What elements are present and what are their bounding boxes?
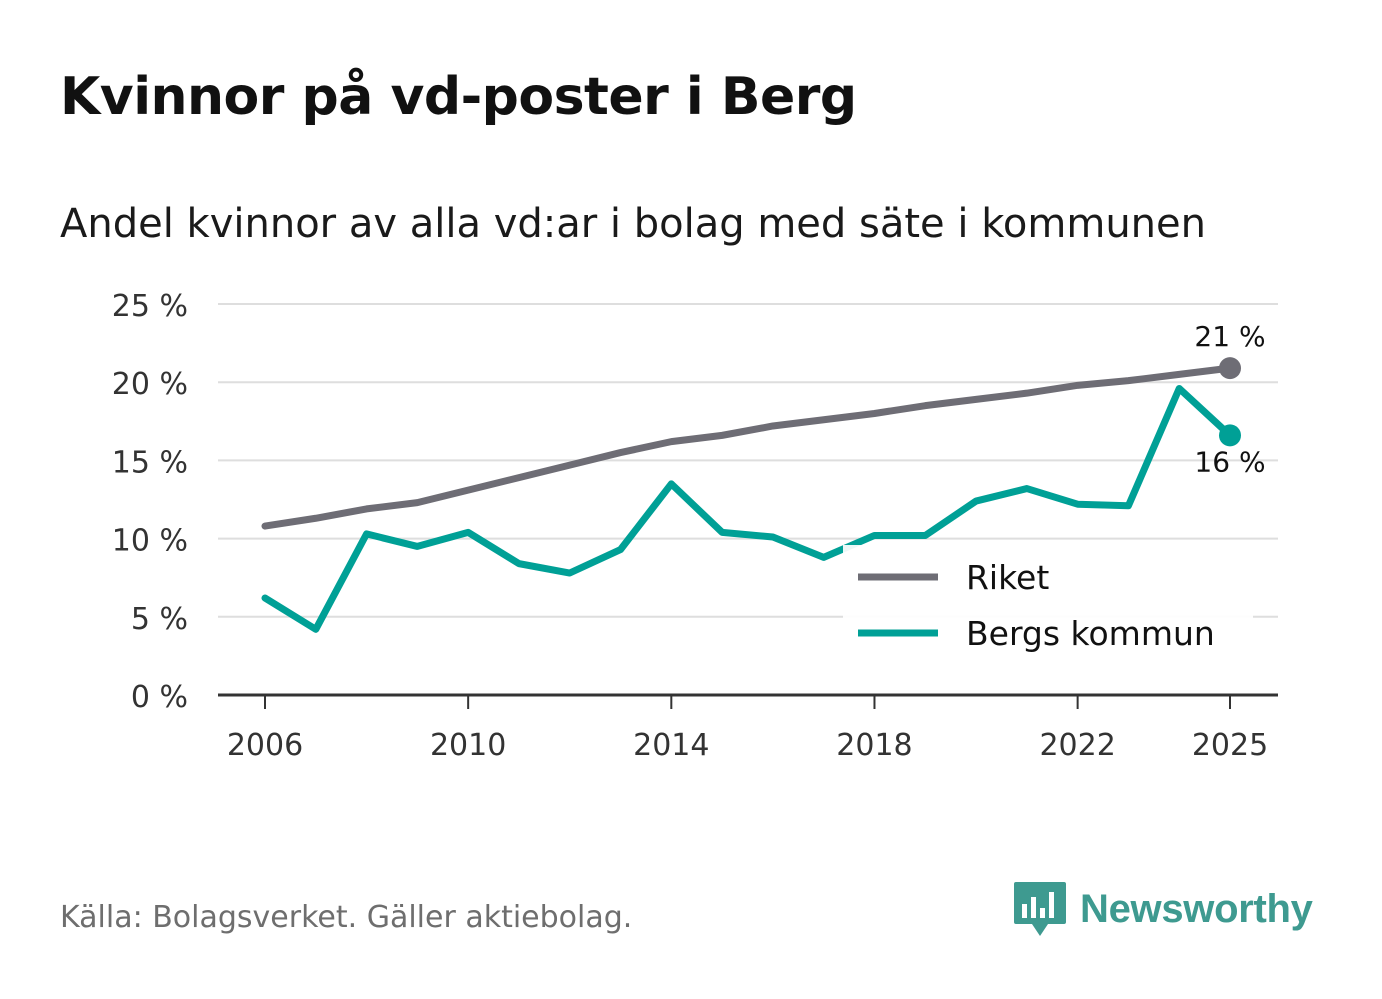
y-tick-label: 25 % [112,289,188,324]
y-tick-label: 5 % [131,602,188,637]
series-endpoints: 21 % 16 % [1194,320,1265,478]
legend-label: Riket [966,558,1049,597]
source-note: Källa: Bolagsverket. Gäller aktiebolag. [60,900,633,935]
series-endpoint-marker [1219,357,1241,380]
x-tick-label: 2014 [633,728,709,763]
x-tick-label: 2018 [836,728,912,763]
legend-background [843,545,1253,663]
series-line-bergs-kommun [261,384,1234,633]
brand-name: Newsworthy [1080,886,1313,931]
legend: Riket Bergs kommun [843,545,1253,663]
chart-subtitle: Andel kvinnor av alla vd:ar i bolag med … [60,201,1206,247]
y-tick-label: 20 % [112,367,188,402]
x-tick-label: 2025 [1192,728,1268,763]
y-tick-label: 0 % [131,680,188,715]
series-lines [261,364,1234,633]
series-end-label: 16 % [1194,445,1265,478]
legend-label: Bergs kommun [966,614,1215,653]
newsworthy-logo-icon [1014,882,1066,936]
x-tick-label: 2010 [430,728,506,763]
y-axis-tick-labels: 0 % 5 % 10 % 15 % 20 % 25 % [112,289,188,715]
newsworthy-brand: Newsworthy [1012,880,1313,938]
x-axis-ticks: 2006 2010 2014 2018 2022 2025 [227,695,1268,763]
y-tick-label: 10 % [112,524,188,559]
x-tick-label: 2006 [227,728,303,763]
series-endpoint-marker [1219,424,1241,447]
chart-title: Kvinnor på vd-poster i Berg [60,67,857,127]
x-tick-label: 2022 [1039,728,1115,763]
series-line-riket [261,364,1234,530]
series-end-label: 21 % [1194,320,1265,353]
y-tick-label: 15 % [112,445,188,480]
